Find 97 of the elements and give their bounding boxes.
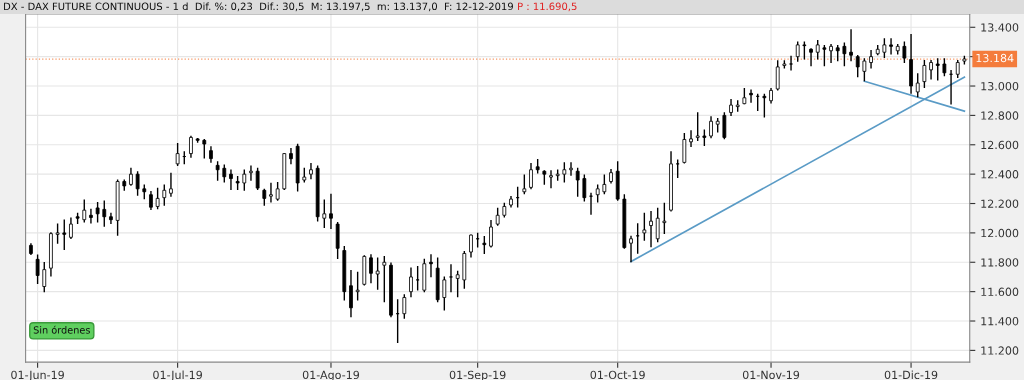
chart-title: DX - DAX FUTURE CONTINUOUS - 1 d Dif. %: 0,23 Dif.: 30,5 M: 13.197,5 m: 13.137,0 F: 12-12-2019 xyxy=(4,2,513,12)
candlestick xyxy=(529,162,533,190)
candlestick xyxy=(42,262,47,293)
y-tick-label: 12.200 xyxy=(981,199,1019,208)
candlestick xyxy=(795,41,800,62)
candlestick xyxy=(775,60,780,91)
candlestick xyxy=(602,174,607,195)
candlestick xyxy=(629,235,633,263)
candlestick xyxy=(215,161,220,181)
candlestick xyxy=(62,219,67,251)
candlestick xyxy=(175,142,180,167)
candlestick xyxy=(762,93,767,118)
candlestick xyxy=(349,269,353,318)
annotation: Sin órdenes xyxy=(33,325,90,334)
candlestick xyxy=(682,132,687,164)
candlestick xyxy=(455,270,460,298)
candlestick xyxy=(155,187,160,210)
candlestick xyxy=(429,254,433,278)
candlestick xyxy=(489,220,493,248)
candlestick xyxy=(102,200,107,227)
candlestick xyxy=(829,43,833,63)
candlestick xyxy=(82,199,87,223)
candlestick xyxy=(862,58,867,82)
candlestick xyxy=(415,265,420,291)
candlestick xyxy=(902,41,907,63)
candlestick xyxy=(249,165,253,181)
candlestick xyxy=(242,169,247,191)
candlestick xyxy=(109,212,113,225)
candlestick xyxy=(329,193,333,230)
candlestick xyxy=(929,59,933,80)
candlestick xyxy=(522,174,527,195)
candlestick xyxy=(889,38,893,55)
ref-line-label: 13.184 xyxy=(976,53,1014,63)
candlestick xyxy=(822,44,827,67)
candlestick xyxy=(35,254,40,284)
y-tick-label: 13.000 xyxy=(981,82,1019,91)
x-tick-label: 01-Dic-19 xyxy=(884,370,938,380)
candlestick xyxy=(269,182,273,203)
candlestick xyxy=(402,294,407,319)
chart-subtitle: P : 11.690,5 xyxy=(518,2,577,12)
candlestick xyxy=(202,138,207,159)
y-tick-label: 11.200 xyxy=(981,346,1019,355)
candlestick xyxy=(309,162,313,180)
x-tick-label: 01-Nov-19 xyxy=(742,370,800,380)
candlestick xyxy=(375,257,380,290)
candlestick xyxy=(842,42,847,67)
candlestick xyxy=(689,130,693,147)
candlestick xyxy=(935,58,940,81)
candlestick xyxy=(69,217,73,240)
candlestick xyxy=(135,171,140,196)
candlestick xyxy=(809,48,813,67)
candlestick xyxy=(582,174,587,202)
candlestick xyxy=(289,147,293,165)
candlestick xyxy=(662,202,667,235)
candlestick xyxy=(562,162,567,183)
candlestick xyxy=(815,39,820,60)
candlestick xyxy=(575,167,580,197)
y-tick-label: 12.000 xyxy=(981,228,1019,238)
candlestick xyxy=(229,169,233,191)
candlestick xyxy=(549,170,553,189)
candlestick xyxy=(322,199,327,229)
y-tick-label: 12.400 xyxy=(981,170,1019,179)
candlestick xyxy=(89,208,93,224)
y-tick-label: 12.600 xyxy=(981,140,1019,150)
candlestick xyxy=(642,212,647,241)
candlestick xyxy=(855,54,860,78)
y-tick-label: 13.400 xyxy=(981,23,1019,32)
candlestick xyxy=(409,267,413,298)
candlestick xyxy=(695,112,700,141)
candlestick xyxy=(189,135,193,158)
candlestick xyxy=(442,276,447,311)
y-tick-label: 12.800 xyxy=(981,111,1019,120)
candlestick xyxy=(655,207,660,243)
candlestick xyxy=(169,172,173,197)
candlestick xyxy=(789,55,793,71)
candlestick xyxy=(882,38,887,58)
candlestick xyxy=(369,254,373,284)
candlestick xyxy=(569,162,573,176)
candlestick xyxy=(255,167,260,191)
candlestick xyxy=(162,184,167,206)
candlestick xyxy=(469,234,473,258)
candlestick xyxy=(55,223,60,244)
y-tick-label: 11.400 xyxy=(981,316,1019,326)
candlestick xyxy=(922,59,927,88)
y-tick-label: 11.600 xyxy=(981,287,1019,297)
candlestick xyxy=(849,29,853,62)
candlestick xyxy=(869,49,873,69)
candlestick xyxy=(382,255,387,303)
candlestick xyxy=(95,202,100,223)
x-tick-label: 01-Oct-19 xyxy=(590,370,645,380)
candlestick xyxy=(649,210,653,248)
candlestick xyxy=(915,73,920,98)
y-tick-label: 11.800 xyxy=(981,258,1019,267)
candlestick xyxy=(709,116,713,139)
candlestick xyxy=(355,271,360,301)
candlestick xyxy=(722,112,727,140)
candlestick xyxy=(749,89,753,103)
